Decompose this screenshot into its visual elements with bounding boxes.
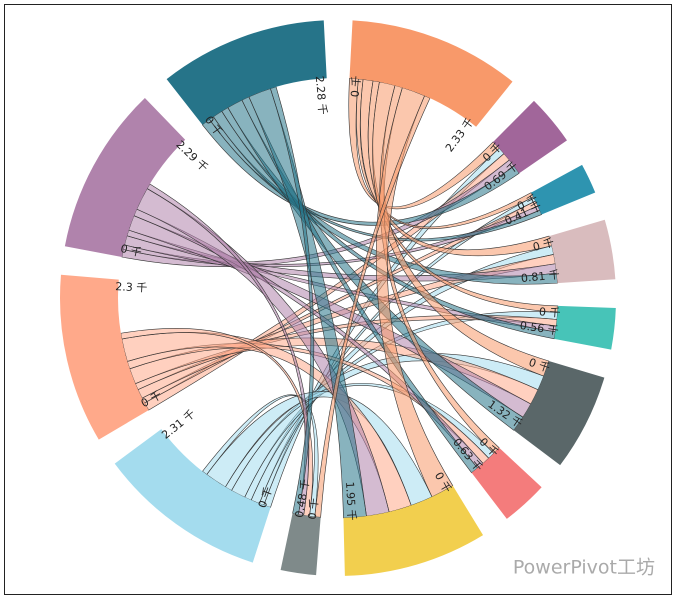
tick-label: 0 千 xyxy=(119,242,143,259)
group-arc xyxy=(513,360,605,466)
tick-label: 0 千 xyxy=(539,305,561,319)
arcs xyxy=(59,20,616,576)
ribbon xyxy=(348,77,500,210)
group-arc xyxy=(280,513,321,576)
watermark: PowerPivot工坊 xyxy=(513,557,655,579)
group-arc xyxy=(64,98,186,258)
group-arc xyxy=(531,164,596,215)
tick-label: 0 千 xyxy=(527,356,552,375)
group-arc xyxy=(493,100,567,174)
group-arc xyxy=(549,219,616,284)
group-arc xyxy=(349,20,513,127)
tick-label: 0.56 千 xyxy=(519,319,560,338)
tick-label: 2.28 千 xyxy=(313,75,329,115)
tick-label: 2.31 千 xyxy=(159,407,198,441)
tick-label: 2.3 千 xyxy=(115,280,148,295)
tick-label: 2.33 千 xyxy=(443,115,477,154)
frame xyxy=(4,4,672,595)
tick-label: 0.81 千 xyxy=(520,268,560,285)
tick-label: 0 千 xyxy=(349,75,364,98)
tick-label: 0 千 xyxy=(306,497,321,520)
group-arc xyxy=(343,485,484,576)
ribbon xyxy=(206,391,433,506)
tick-label: 1.95 千 xyxy=(343,481,358,521)
group-arc xyxy=(166,20,327,125)
ribbon xyxy=(314,95,431,518)
tick-label: 2.29 千 xyxy=(173,138,210,174)
group-arc xyxy=(114,429,271,563)
group-arc xyxy=(471,447,542,519)
group-arc xyxy=(59,274,149,440)
tick-label: 0 千 xyxy=(531,236,555,254)
group-arc xyxy=(554,305,616,350)
